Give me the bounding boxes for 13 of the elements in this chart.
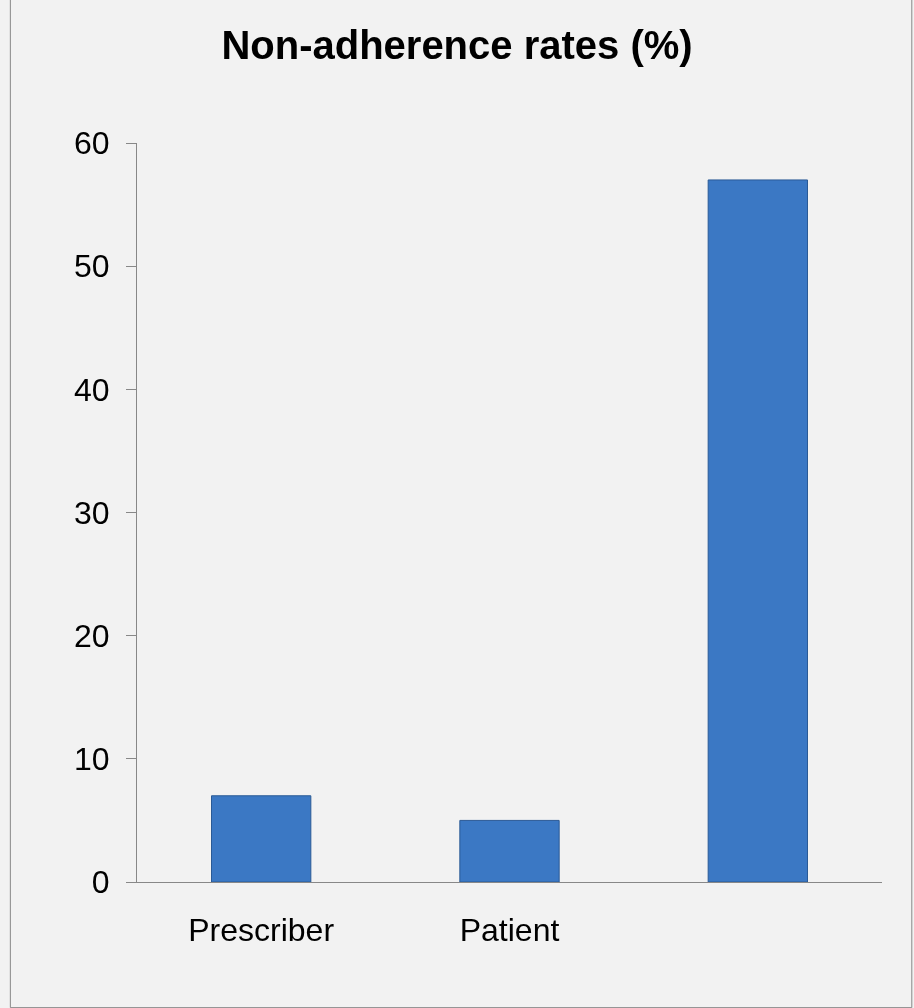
- y-tick-label: 40: [74, 371, 110, 408]
- y-tick-label: 60: [74, 125, 110, 162]
- x-tick-label: Patient: [459, 912, 560, 949]
- x-tick-label: Prescriber: [188, 912, 335, 949]
- bar: [707, 179, 808, 882]
- y-tick-label: 0: [91, 864, 110, 901]
- y-tick-label: 10: [74, 741, 110, 778]
- chart-title: Non-adherence rates (%): [221, 23, 693, 68]
- bar: [211, 795, 312, 882]
- bar: [459, 819, 560, 882]
- y-tick-label: 20: [74, 617, 110, 654]
- y-tick-label: 30: [74, 494, 110, 531]
- y-tick-label: 50: [74, 248, 110, 285]
